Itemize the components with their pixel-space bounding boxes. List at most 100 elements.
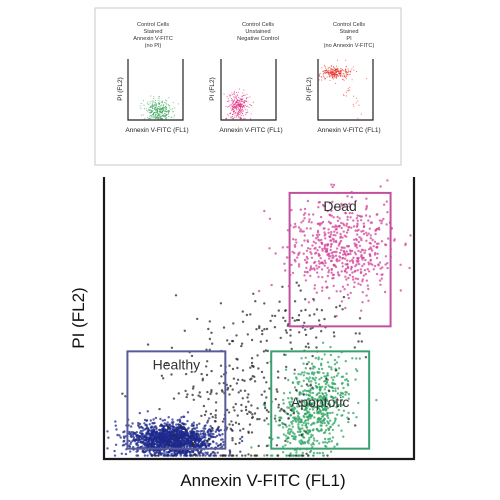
chart-4-series-4-point	[228, 450, 232, 453]
chart-4-series-1-point	[185, 432, 188, 435]
chart-4-series-1-point	[148, 451, 151, 454]
chart-4-series-3-point	[323, 259, 327, 262]
chart-4-series-3-point	[373, 253, 377, 256]
chart-4-series-2-point	[290, 430, 293, 433]
chart-4-series-2-point	[313, 406, 316, 409]
chart-1-series-1-point	[154, 107, 157, 109]
chart-4-series-2-point	[308, 397, 311, 401]
chart-1-series-1-point	[159, 112, 161, 114]
gate-apoptotic-label: Apoptotic	[291, 394, 349, 410]
chart-4-series-3-point	[352, 256, 355, 259]
chart-3-series-1-point	[322, 73, 324, 75]
chart-4-series-3-point	[324, 250, 327, 253]
chart-4-series-1-point	[151, 434, 154, 437]
chart-4-series-2-point	[305, 432, 308, 435]
chart-4-series-1-point	[203, 425, 206, 428]
chart-4-series-1-point	[137, 424, 140, 427]
chart-2-series-1-point	[240, 98, 242, 100]
chart-4-series-2-point	[331, 436, 335, 439]
chart-4-series-2-point	[333, 358, 337, 362]
chart-2-series-1-point	[231, 104, 233, 106]
chart-4-series-4-point	[305, 452, 308, 455]
chart-4-series-3-point	[367, 270, 371, 273]
chart-4-series-3-point	[335, 258, 339, 261]
chart-4-series-1-point	[203, 440, 206, 443]
chart-1-series-1-point	[165, 107, 167, 109]
chart-4-series-3-point	[324, 233, 327, 236]
chart-4-series-3-point	[343, 203, 346, 207]
chart-2-series-1-point	[233, 106, 235, 108]
chart-4-series-1-point	[209, 425, 212, 428]
chart-1-series-1-point	[155, 110, 157, 112]
chart-4-series-3-point	[306, 247, 310, 250]
chart-4-series-4-point	[311, 354, 314, 358]
chart-1-series-1-point	[163, 106, 165, 108]
chart-3-series-1-point	[323, 76, 325, 78]
chart-4-series-3-point	[360, 255, 363, 258]
chart-4-series-1-point	[129, 450, 132, 453]
chart-4-series-2-point	[317, 411, 320, 414]
chart-2-series-1-point	[230, 116, 232, 118]
chart-1-series-1-point	[164, 106, 167, 108]
chart-4-series-2-point	[309, 435, 313, 439]
chart-1-series-1-point	[151, 110, 153, 112]
chart-4-series-3-point	[346, 259, 349, 262]
control-plot-3-title-line-3: PI	[346, 36, 352, 42]
chart-4-series-4-point	[232, 454, 235, 457]
chart-4-series-3-point	[331, 277, 334, 280]
chart-4-series-1-point	[185, 454, 188, 457]
chart-2-series-1-point	[237, 100, 239, 102]
chart-4-series-3-point	[321, 276, 324, 279]
chart-3-series-1-point	[327, 67, 330, 69]
chart-4-series-4-point	[284, 319, 287, 323]
chart-4-series-3-point	[329, 235, 332, 238]
chart-4-series-3-point	[297, 253, 300, 257]
chart-4-series-4-point	[206, 390, 209, 394]
chart-4-series-2-point	[305, 422, 308, 425]
chart-4-series-2-point	[308, 376, 311, 379]
chart-4-series-3-point	[346, 228, 350, 232]
chart-4-series-2-point	[301, 424, 304, 427]
chart-4-series-2-point	[267, 423, 270, 426]
chart-4-series-3-point	[304, 279, 308, 282]
chart-3-series-1-point	[345, 66, 347, 68]
chart-4-series-4-point	[325, 377, 328, 381]
chart-4-series-2-point	[301, 440, 304, 443]
chart-4-series-3-point	[332, 183, 336, 187]
chart-4-series-4-point	[200, 372, 203, 376]
chart-4-series-2-point	[317, 383, 321, 386]
chart-4-series-2-point	[339, 394, 342, 397]
chart-4-series-2-point	[284, 434, 288, 437]
chart-4-series-2-point	[303, 371, 306, 374]
chart-4-series-1-point	[160, 440, 163, 443]
chart-4-series-3-point	[317, 275, 320, 279]
chart-2-series-1-point	[241, 108, 243, 110]
chart-4-series-3-point	[360, 237, 363, 240]
chart-4-series-4-point	[250, 404, 253, 407]
chart-4-series-3-point	[384, 243, 387, 246]
chart-4-series-2-point	[324, 409, 328, 412]
chart-2-series-1-point	[237, 116, 239, 118]
chart-4-series-4-point	[236, 414, 239, 417]
chart-3-series-1-point	[341, 70, 343, 72]
chart-4-series-2-point	[290, 428, 293, 431]
chart-4-series-4-point	[295, 388, 298, 392]
chart-4-series-4-point	[304, 430, 307, 433]
chart-4-series-3-point	[294, 225, 297, 228]
chart-4-series-3-point	[337, 225, 341, 228]
chart-4-series-1-point	[156, 444, 159, 447]
chart-3-series-1-point	[358, 104, 360, 106]
chart-2-series-1-point	[241, 112, 243, 114]
chart-4-series-2-point	[300, 384, 303, 388]
chart-3-series-1-point	[329, 66, 331, 69]
chart-4-series-4-point	[228, 364, 231, 367]
chart-2-series-1-point	[238, 111, 240, 113]
chart-2-series-1-point	[244, 100, 247, 102]
chart-4-series-3-point	[340, 221, 343, 225]
chart-4-series-2-point	[296, 415, 300, 418]
chart-4-series-4-point	[209, 452, 213, 456]
chart-4-series-4-point	[235, 382, 239, 385]
chart-1-series-1-point	[144, 118, 146, 120]
chart-4-series-1-point	[184, 423, 187, 426]
chart-4-series-1-point	[178, 436, 181, 439]
